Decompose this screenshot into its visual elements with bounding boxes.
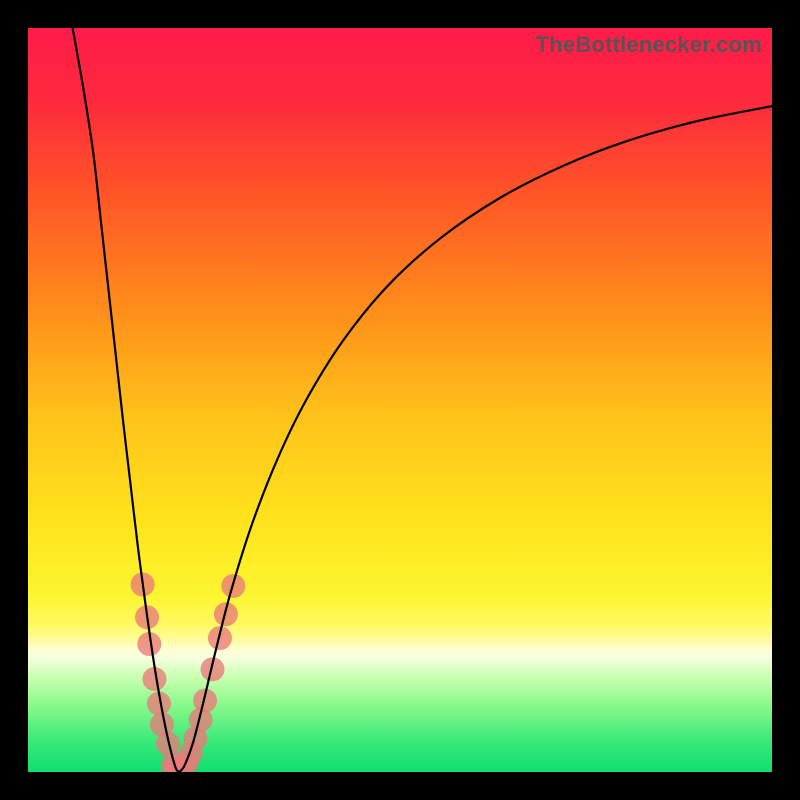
- chart-frame: TheBottlenecker.com: [0, 0, 800, 800]
- bottleneck-curves: [28, 28, 772, 772]
- right-bottleneck-curve: [179, 106, 772, 772]
- plot-area: TheBottlenecker.com: [28, 28, 772, 772]
- watermark-text: TheBottlenecker.com: [536, 32, 762, 58]
- left-bottleneck-curve: [73, 28, 179, 772]
